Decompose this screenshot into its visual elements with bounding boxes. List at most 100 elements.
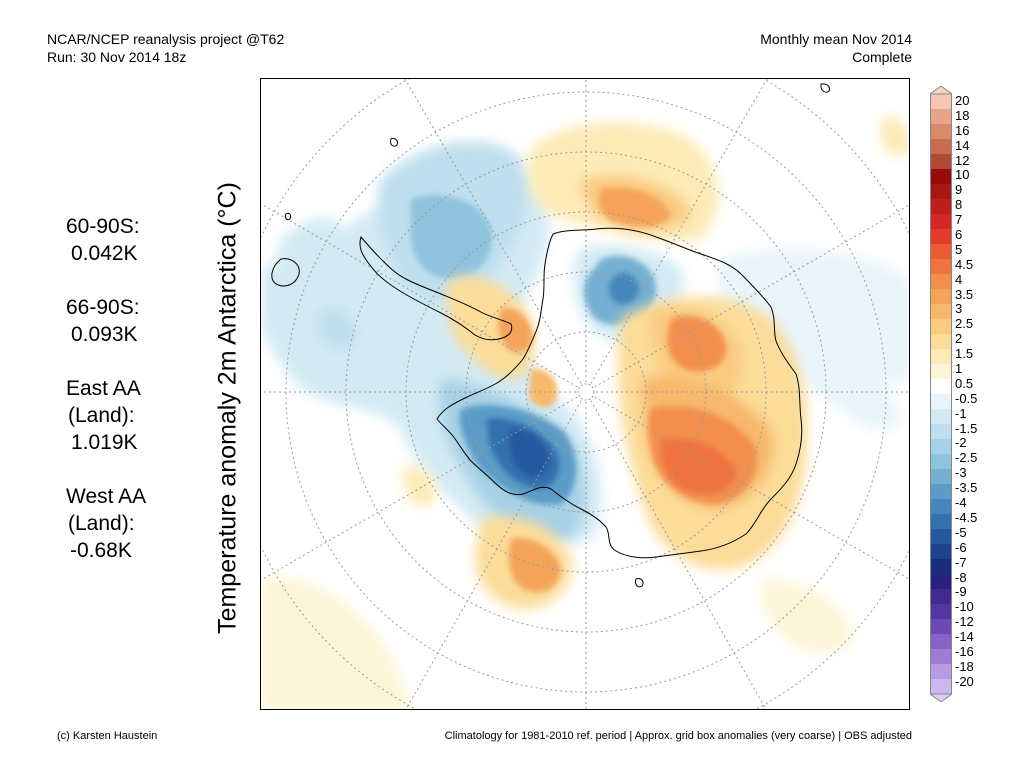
colorbar-tick-label: 4 [955,271,963,287]
stat-value: 0.093K [71,323,138,346]
warm-core [599,187,671,227]
colorbar-tick-label: 1 [955,361,963,377]
warm-region [401,466,437,506]
colorbar-tick-label: -1 [955,405,967,421]
colorbar-swatch [930,109,952,125]
run-time: Run: 30 Nov 2014 18z [47,49,187,65]
anomaly-map-svg [261,79,909,709]
colorbar-swatch [930,634,952,650]
colorbar-swatch [930,229,952,245]
warm-core [529,368,558,408]
colorbar-swatch [930,304,952,320]
island-coast [635,578,644,588]
colorbar-swatch [930,619,952,635]
colorbar-tick-label: 16 [955,122,970,138]
colorbar-swatch [930,244,952,260]
colorbar-swatch [930,424,952,440]
stats-panel: 60-90S: 0.042K 66-90S: 0.093K East AA (L… [66,213,146,591]
colorbar-labels: 20 18 16 14 12 10 9 8 7 6 5 4.5 4 3.5 3 2.5 2 1.5 1 0.5 -0.5… [955,93,978,690]
stat-west-aa: West AA (Land): -0.68K [66,483,146,564]
period-title: Monthly mean Nov 2014 [760,31,912,47]
colorbar-tick-label: 0.5 [955,375,974,391]
colorbar-tick-label: 3.5 [955,286,974,302]
warm-core [667,315,727,372]
colorbar-tick-label: 18 [955,107,970,123]
colorbar-swatch [930,499,952,515]
anomaly-field [498,187,757,593]
stat-66-90s: 66-90S: 0.093K [66,294,146,348]
colorbar-top-cap [930,86,952,95]
colorbar-tick-label: -8 [955,569,967,585]
colorbar-tick-label: 2.5 [955,316,974,332]
colorbar-swatch [930,139,952,155]
peninsula-coast [359,236,513,341]
colorbar-swatch [930,469,952,485]
colorbar-swatch [930,439,952,455]
stat-label-2: (Land): [68,404,135,427]
colorbar-tick-label: -5 [955,524,967,540]
colorbar-swatch [930,334,952,350]
cold-region [277,218,344,289]
colorbar-tick-label: 8 [955,197,963,213]
colorbar-swatch [930,559,952,575]
warm-core [660,438,736,494]
header-right: Monthly mean Nov 2014 Complete [760,30,912,66]
colorbar-swatch [930,199,952,215]
colorbar-tick-label: -7 [955,554,967,570]
colorbar-tick-label: 9 [955,182,963,198]
colorbar-tick-label: 14 [955,137,970,153]
colorbar-swatch [930,574,952,590]
stat-label: East AA [66,377,141,400]
colorbar-swatch [930,274,952,290]
pole-marker [577,383,595,401]
colorbar-tick-label: 3 [955,301,963,317]
colorbar-tick-label: -20 [955,673,974,689]
colorbar-swatches [930,86,952,702]
stat-label: West AA [66,485,147,508]
island-coast [390,138,398,147]
colorbar-tick-label: -6 [955,539,967,555]
stat-60-90s: 60-90S: 0.042K [66,213,146,267]
colorbar-tick-label: 2 [955,331,963,347]
warm-core [508,538,561,593]
stat-value: 0.042K [71,242,138,265]
colorbar-tick-label: 12 [955,152,970,168]
island-coast [284,212,292,221]
colorbar-swatch [930,154,952,170]
colorbar-swatch [930,259,952,275]
colorbar-tick-label: -0.5 [955,390,978,406]
warm-region [261,577,411,709]
colorbar-tick-label: -1.5 [955,420,978,436]
colorbar-swatch [930,664,952,680]
colorbar-swatch [930,184,952,200]
coastline [271,83,830,588]
colorbar-tick-label: -12 [955,614,974,630]
colorbar-swatch [930,649,952,665]
colorbar-tick-label: -4 [955,495,967,511]
island-coast [820,83,830,93]
colorbar-swatch [930,514,952,530]
stat-value: -0.68K [70,539,132,562]
colorbar-tick-label: -10 [955,599,974,615]
graticule [261,79,909,709]
colorbar-swatch [930,289,952,305]
colorbar-swatch [930,319,952,335]
source-title: NCAR/NCEP reanalysis project @T62 [47,31,285,47]
colorbar-tick-label: -2 [955,435,967,451]
colorbar-swatch [930,379,952,395]
colorbar-tick-label: -16 [955,643,974,659]
footer-note: Climatology for 1981-2010 ref. period | … [444,730,912,742]
colorbar-swatch [930,364,952,380]
island-coast [271,258,300,287]
colorbar-tick-label: -9 [955,584,967,600]
colorbar-swatch [930,409,952,425]
warm-region [881,116,909,156]
colorbar-tick-label: -4.5 [955,509,978,525]
map-y-label: Temperature anomaly 2m Antarctica (°C) [213,182,242,634]
cold-core [509,428,550,478]
colorbar-swatch [930,454,952,470]
warm-region [446,276,535,379]
colorbar-tick-label: -3 [955,465,967,481]
cold-region [317,308,357,351]
colorbar [930,86,952,702]
